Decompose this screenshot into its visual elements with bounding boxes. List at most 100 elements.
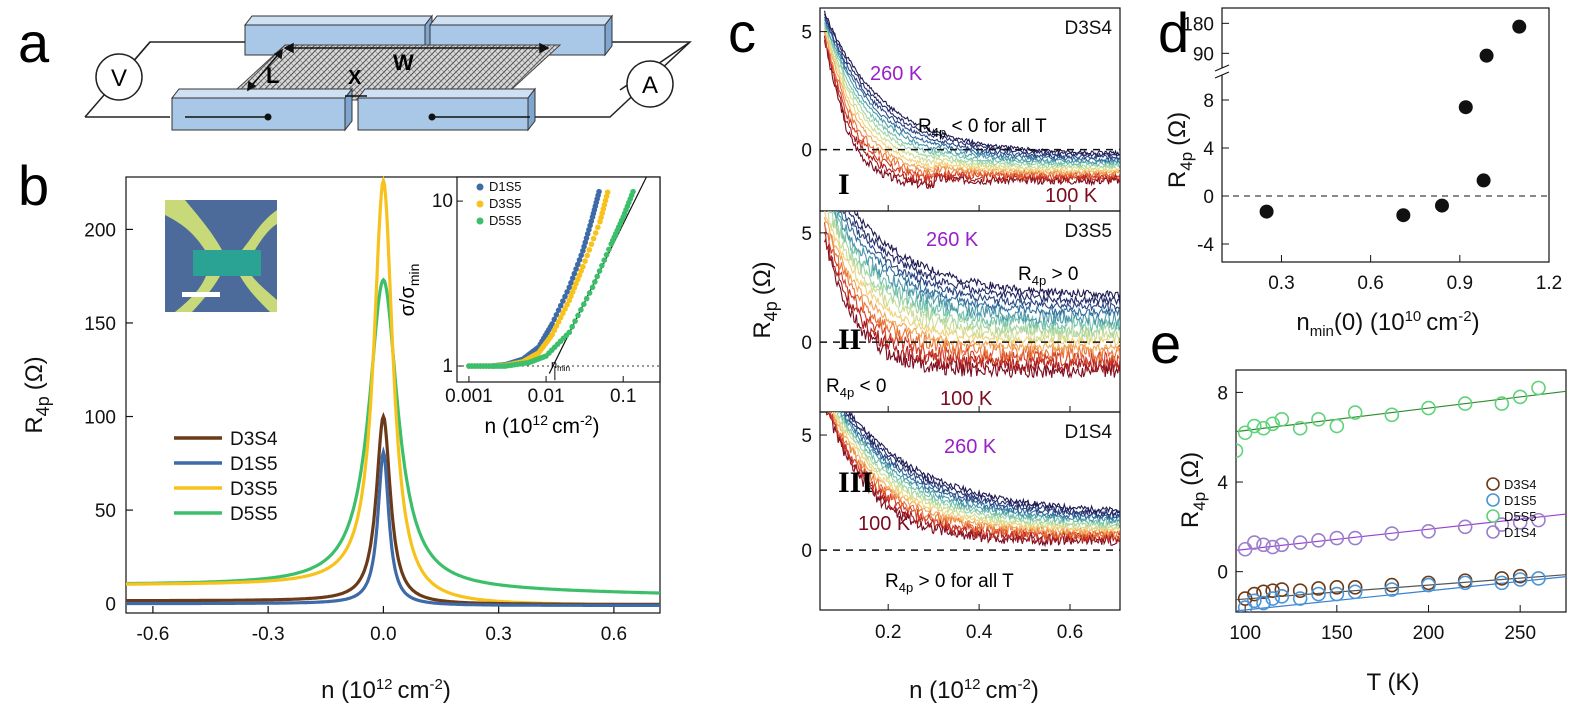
c-subpanel-3: 5 0 0.2 0.4 0.6 D1S4 III 260 K 100 K R4p > 0 for … [801,411,1121,643]
inset-point-d3s5 [553,323,560,329]
inset-point-d3s5 [590,235,597,242]
c-temperature-curve [833,211,1120,327]
c-temperature-curve [828,412,1120,542]
e-ytick-label: 4 [1217,473,1228,494]
inset-point-d1s5 [588,218,595,225]
e-xtick-label: 150 [1321,623,1353,644]
inset-point-d5s5 [566,329,573,336]
d-ytick-label: 0 [1203,187,1214,208]
e-point-d1s4 [1531,512,1546,528]
inset-point-d5s5 [606,246,612,253]
b-curves [126,175,661,608]
c-temperature-curve [831,412,1120,535]
inset-point-d3s5 [580,263,586,270]
inset-ytick-label: 1 [442,356,453,377]
c-subpanel-frame [819,411,1121,611]
e-point-d1s4 [1247,535,1262,550]
e-point-d5s5 [1311,411,1326,427]
e-point-d5s5 [1292,420,1308,436]
inset-ylabel: σ/σmin [397,264,422,317]
inset-xtick-label: 0.001 [445,386,493,407]
inset-point-d5s5 [589,284,596,291]
c-hot-label: 260 K [870,63,923,85]
inset-point-d1s5 [580,247,586,254]
e-point-d1s5 [1247,593,1262,609]
d-plot: -4 0 4 8 90 180 0.3 0.6 0.9 1.2 [1182,7,1562,294]
c-device-label: D3S5 [1064,221,1112,242]
e-point-d5s5 [1531,380,1546,396]
e-point-d3s4 [1247,586,1262,602]
inset-point-d5s5 [596,268,603,274]
e-point-d3s4 [1311,581,1326,596]
inset-ytick-label: 10 [432,191,453,212]
inset-point-d3s5 [588,241,595,248]
inset-point-d1s5 [553,311,560,318]
dimension-l: L [266,63,279,88]
inset-point-d1s5 [551,316,558,323]
c-annotation-rest: > 0 for all T [913,571,1014,592]
e-point-d1s4 [1347,530,1363,546]
e-point-d1s5 [1531,571,1546,586]
c-curves [825,412,1120,548]
device-optical-image [165,200,277,312]
c-temperature-curve [823,222,1120,368]
inset-point-d3s5 [562,306,568,312]
c-temperature-curve [834,412,1120,530]
e-point-d1s5 [1494,575,1510,591]
e-xtick-label: 250 [1504,623,1536,644]
e-point-d1s5 [1347,584,1363,600]
inset-legend-label: D1S5 [489,179,522,194]
b-xtick-label: 0.0 [370,624,396,645]
b-ytick-label: 150 [84,314,116,335]
front-contact-right [356,87,537,132]
e-point-d1s5 [1265,591,1280,606]
b-curve-d1s5 [126,446,660,608]
c-hot-label: 260 K [944,436,997,458]
d-ytick-label: 8 [1203,91,1214,112]
e-point-d1s4 [1329,530,1345,546]
e-frame [1235,369,1567,613]
e-point-d1s5 [1292,591,1308,606]
c-xtick-label: 0.2 [875,622,901,643]
inset-point-d3s5 [576,272,583,278]
inset-legend-marker [476,183,484,191]
e-fit-line [1236,513,1566,551]
c-annotation2-sub: 4p [840,385,854,400]
d-ytick-label: 180 [1182,14,1214,35]
b-legend: D3S4 D1S5 D3S5 D5S5 [174,429,278,525]
d-axis-break-mark [1214,64,1230,72]
c-ytick-label: 5 [801,426,812,447]
b-xtick-label: 0.3 [485,624,511,645]
c-ytick-label: 5 [801,23,812,44]
b-xaxis: -0.6 -0.3 0.0 0.3 0.6 [137,606,627,645]
inset-point-d3s5 [602,197,609,204]
c-annotation-main: R [885,571,899,592]
inset-point-d3s5 [600,206,607,212]
c-xtick-label: 0.6 [1057,622,1083,643]
c-temperature-curve [848,412,1120,514]
c-device-label: D1S4 [1064,422,1112,443]
inset-point-d3s5 [566,297,573,304]
e-point-d5s5 [1421,400,1436,416]
c-ytick-label: 0 [801,141,812,162]
inset-point-d3s5 [571,284,578,291]
c-temperature-curve [824,211,1120,347]
inset-legend-marker [476,200,484,208]
inset-point-d3s5 [573,280,579,287]
c-temperature-curve [824,34,1120,180]
inset-point-d3s5 [603,193,610,200]
e-point-d3s4 [1329,580,1345,595]
c-annotation: R4p > 0 [1018,264,1078,288]
d-ylabel: R4p(Ω) [1164,112,1196,188]
voltmeter-label: V [111,65,127,92]
d-xtick-label: 1.2 [1536,273,1562,294]
b-curve-d3s4 [126,411,660,607]
e-point-d5s5 [1329,418,1345,434]
b-inset: 0.001 0.01 0.1 1 10 D1S5 D3S5 D5S5 σ/σmin n (1… [397,176,661,438]
c-temperature-curve [823,27,1120,174]
c-annotation-main: R [1018,264,1032,285]
e-point-d3s4 [1274,582,1290,597]
